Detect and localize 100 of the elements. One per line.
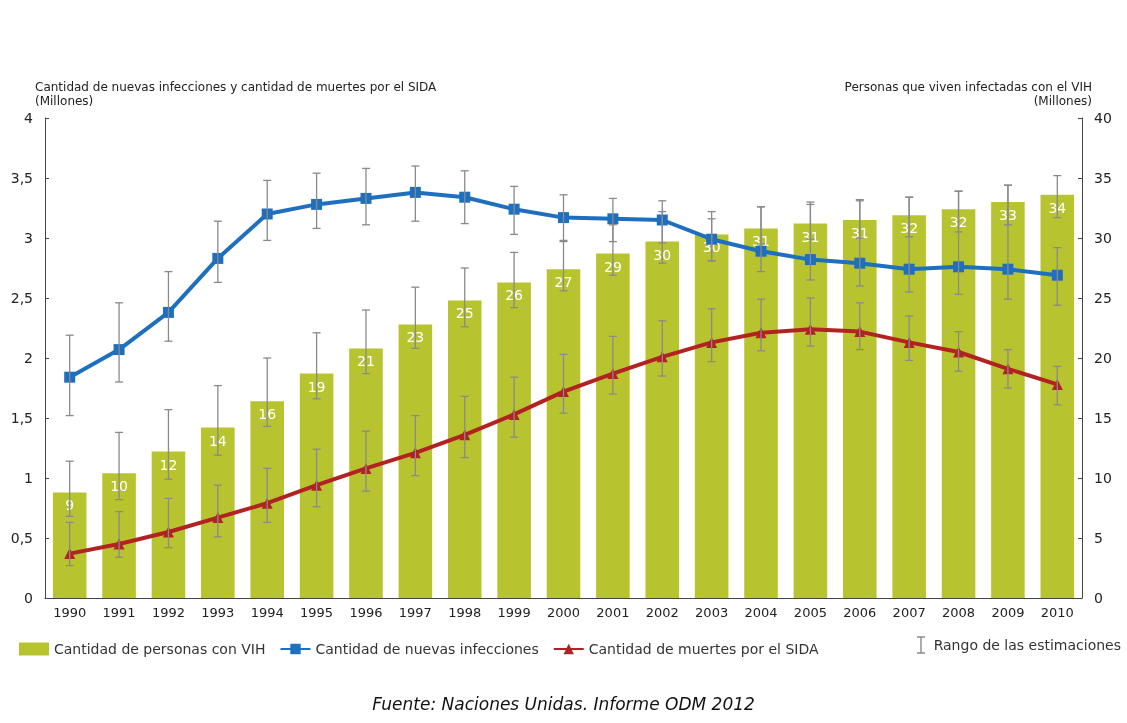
bar xyxy=(645,241,680,598)
data-label: 33 xyxy=(999,207,1017,223)
data-label: 12 xyxy=(159,456,178,473)
x-tick-label: 1996 xyxy=(349,605,383,620)
y-tick-label: 3 xyxy=(24,230,33,246)
bar xyxy=(546,269,581,598)
bar xyxy=(1040,194,1075,598)
bar xyxy=(102,473,136,598)
y2-tick-label: 20 xyxy=(1094,350,1112,366)
x-tick-label: 2009 xyxy=(991,605,1025,620)
y-tick-label: 4 xyxy=(24,110,34,126)
x-tick-label: 1999 xyxy=(497,605,531,620)
text: Rango de las estimaciones xyxy=(933,637,1121,653)
x-tick-label: 2006 xyxy=(843,605,877,620)
data-label: 34 xyxy=(1048,199,1067,216)
x-tick-label: 2002 xyxy=(645,605,679,620)
data-label: 14 xyxy=(208,432,227,449)
point xyxy=(804,254,816,266)
bar xyxy=(596,253,630,598)
x-tick-label: 2001 xyxy=(596,605,630,620)
x-tick-label: 2008 xyxy=(942,605,976,620)
data-label: 31 xyxy=(752,233,770,250)
x-tick-label: 1990 xyxy=(53,605,87,620)
point xyxy=(903,263,915,275)
point xyxy=(558,212,569,224)
point xyxy=(459,191,471,203)
y2-tick-label: 40 xyxy=(1094,110,1112,126)
bar xyxy=(744,228,778,598)
bar xyxy=(991,202,1025,598)
x-tick-label: 1998 xyxy=(448,605,482,620)
y-tick-label: 2,5 xyxy=(10,290,33,306)
bar xyxy=(447,300,482,598)
data-label: 32 xyxy=(949,214,968,231)
x-tick-label: 2005 xyxy=(793,605,827,620)
data-label: 19 xyxy=(307,378,326,395)
y-tick-label: 0,5 xyxy=(10,530,33,546)
bar xyxy=(299,373,334,598)
bar xyxy=(349,348,383,598)
point xyxy=(656,214,668,226)
point xyxy=(953,261,965,273)
data-label: 10 xyxy=(110,478,128,495)
y2-tick-label: 25 xyxy=(1094,290,1112,306)
bar xyxy=(941,209,976,598)
y2-axis-title: Personas que viven infectadas con el VIH (Millones) xyxy=(844,80,1092,108)
x-tick-label: 2003 xyxy=(695,605,729,620)
data-label: 29 xyxy=(603,258,622,275)
data-label: 30 xyxy=(653,246,672,263)
data-label: 23 xyxy=(406,329,425,346)
x-tick-label: 2004 xyxy=(744,605,778,620)
data-label: 27 xyxy=(554,274,573,291)
y2-tick-label: 10 xyxy=(1094,470,1112,486)
y2-tick-label: 35 xyxy=(1094,170,1112,186)
point xyxy=(64,371,76,383)
bar xyxy=(694,234,729,598)
data-label: 31 xyxy=(801,228,820,245)
bar xyxy=(892,215,926,598)
point xyxy=(854,257,866,269)
bar xyxy=(250,401,284,598)
point xyxy=(311,198,323,210)
y2-tick-label: 5 xyxy=(1094,530,1103,546)
x-tick-label: 1993 xyxy=(201,605,235,620)
data-label: 9 xyxy=(65,497,75,514)
point xyxy=(1051,269,1063,281)
bar xyxy=(497,282,531,598)
bar xyxy=(151,451,186,598)
bar xyxy=(201,427,235,598)
data-label: 25 xyxy=(455,305,474,322)
y2-tick-label: 15 xyxy=(1094,410,1112,426)
x-tick-label: 1991 xyxy=(102,605,136,620)
data-label: 16 xyxy=(258,406,277,423)
y-tick-label: 1 xyxy=(24,470,33,486)
x-tick-label: 1995 xyxy=(300,605,334,620)
source-note: Fuente: Naciones Unidas. Informe ODM 2012 xyxy=(372,693,755,714)
x-tick-label: 2007 xyxy=(892,605,926,620)
bar xyxy=(843,220,877,598)
legend-label: Cantidad de nuevas infecciones xyxy=(315,641,539,657)
y-tick-label: 0 xyxy=(24,590,33,606)
y2-tick-label: 0 xyxy=(1094,590,1103,606)
bar xyxy=(398,324,433,598)
data-label: 26 xyxy=(505,287,524,304)
legend-label: Cantidad de muertes por el SIDA xyxy=(588,641,819,657)
point xyxy=(409,186,421,198)
x-tick-label: 1992 xyxy=(151,605,185,620)
point xyxy=(212,252,224,264)
legend-label: Cantidad de personas con VIH xyxy=(54,641,266,657)
x-tick-label: 1997 xyxy=(398,605,432,620)
y-tick-label: 1,5 xyxy=(10,410,33,426)
bar xyxy=(793,223,828,598)
y-axis-title: Cantidad de nuevas infecciones y cantidad de muertes por el SIDA (Millones) xyxy=(35,80,438,108)
y2-tick-label: 30 xyxy=(1094,230,1112,246)
data-label: 32 xyxy=(900,220,919,237)
x-tick-label: 1994 xyxy=(250,605,284,620)
bar xyxy=(52,492,87,598)
x-tick-label: 2010 xyxy=(1040,605,1074,620)
data-label: 31 xyxy=(850,225,869,241)
x-tick-label: 2000 xyxy=(546,605,581,620)
y-tick-label: 2 xyxy=(24,350,33,366)
data-label: 21 xyxy=(357,353,375,370)
point xyxy=(261,208,273,220)
point xyxy=(162,306,174,318)
